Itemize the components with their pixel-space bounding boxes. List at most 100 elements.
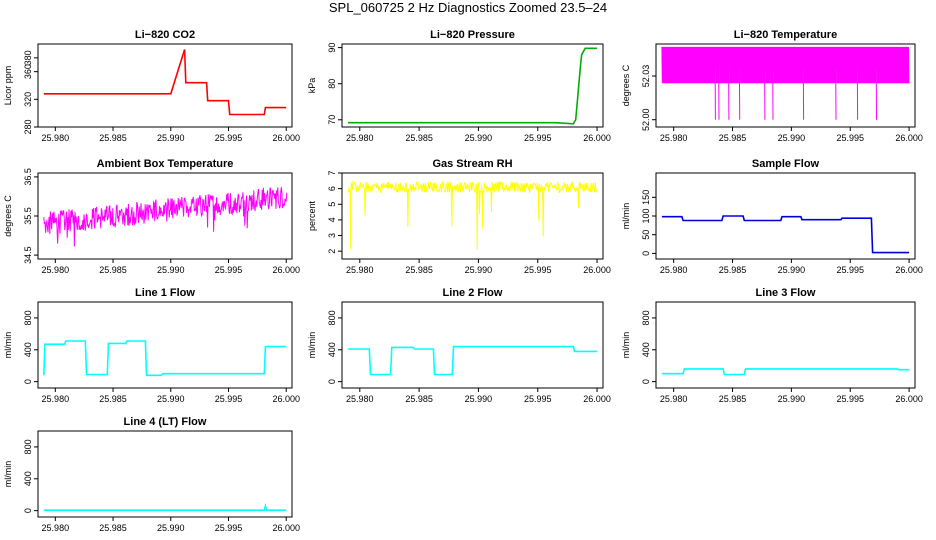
series-group [347,47,598,125]
x-tick-label: 25.980 [346,133,374,143]
x-tick-label: 25.990 [157,133,185,143]
x-tick-label: 26.000 [272,394,300,404]
x-tick-label: 25.980 [660,265,688,275]
plot-frame [341,301,604,389]
y-axis-label: ml/min [307,332,317,359]
plot-frame [341,43,604,128]
y-tick-label: 380 [23,50,33,65]
y-tick-label: 400 [327,342,337,357]
y-axis-label: ml/min [3,461,13,488]
series-line-ambient [43,187,288,247]
panel-title: Line 4 (LT) Flow [124,416,207,428]
x-tick-label: 26.000 [272,265,300,275]
series-line-temperature [661,46,910,120]
x-tick-label: 25.995 [215,133,243,143]
x-tick-label: 25.995 [524,133,552,143]
panel-title: Sample Flow [752,158,820,170]
x-tick-label: 25.995 [524,265,552,275]
x-tick-label: 25.980 [42,265,70,275]
x-tick-label: 26.000 [272,523,300,533]
x-tick-label: 25.985 [99,265,127,275]
y-tick-label: 52.03 [641,65,651,88]
y-tick-label: 0 [327,379,337,384]
x-tick-label: 25.985 [405,394,433,404]
x-tick-label: 25.985 [719,265,747,275]
x-tick-label: 25.980 [346,265,374,275]
y-tick-label: 35.5 [23,207,33,225]
x-tick-label: 26.000 [895,394,923,404]
panel-title: Line 3 Flow [756,287,816,299]
x-tick-label: 25.985 [405,265,433,275]
panel-title: Li−820 CO2 [135,29,195,41]
x-tick-label: 25.995 [215,265,243,275]
x-tick-label: 25.995 [836,394,864,404]
y-axis-label: kPa [307,78,317,94]
x-tick-label: 25.985 [719,394,747,404]
y-axis-label: degrees C [3,195,13,237]
x-tick-label: 25.980 [660,394,688,404]
series-line-line4 [43,502,287,511]
series-group [43,49,287,116]
x-tick-label: 25.990 [465,265,493,275]
x-tick-label: 25.990 [465,133,493,143]
x-tick-label: 25.980 [346,394,374,404]
y-tick-label: 0 [641,251,651,256]
y-tick-label: 3 [327,233,337,238]
y-axis-label: percent [307,200,317,231]
y-tick-label: 0 [23,379,33,384]
series-line-sample [661,215,910,254]
y-tick-label: 2 [327,249,337,254]
x-tick-label: 25.985 [719,133,747,143]
plot-frame [37,43,293,128]
x-tick-label: 25.985 [99,523,127,533]
x-tick-label: 25.995 [836,265,864,275]
x-tick-label: 25.995 [524,394,552,404]
series-group [347,180,598,250]
y-tick-label: 52.00 [641,108,651,131]
y-tick-label: 800 [641,310,651,325]
y-tick-label: 360 [23,64,33,79]
y-tick-label: 280 [23,119,33,134]
x-tick-label: 26.000 [272,133,300,143]
panel-title: Gas Stream RH [432,158,512,170]
panel-li-820-temperature: Li−820 Temperature 25.980 25.985 25.990 25.9… [621,29,923,143]
panel-title: Ambient Box Temperature [97,158,234,170]
series-line-line2 [347,345,598,376]
x-tick-label: 25.995 [215,523,243,533]
y-tick-label: 320 [23,92,33,107]
x-tick-label: 25.985 [405,133,433,143]
y-tick-label: 0 [641,379,651,384]
x-tick-label: 26.000 [895,133,923,143]
series-group [347,345,598,376]
series-line-co2 [43,49,287,116]
y-tick-label: 0 [23,508,33,513]
series-line-line3 [661,368,910,376]
y-tick-label: 400 [641,342,651,357]
plot-frame [37,172,293,260]
x-tick-label: 25.980 [42,394,70,404]
x-tick-label: 25.990 [157,394,185,404]
x-tick-label: 26.000 [583,394,611,404]
x-tick-label: 25.985 [99,133,127,143]
y-tick-label: 400 [23,471,33,486]
y-tick-label: 36.5 [23,168,33,186]
y-tick-label: 400 [23,342,33,357]
y-axis-label: degrees C [621,64,631,106]
series-group [661,46,910,120]
y-axis-label: ml/min [3,332,13,359]
series-group [43,502,287,511]
series-line-line1 [43,340,287,377]
panel-line-2-flow: Line 2 Flow 25.980 25.985 25.990 25.995 26.00… [307,287,611,404]
plot-frame [37,430,293,518]
panel-gas-stream-rh: Gas Stream RH 25.980 25.985 25.990 25.995 26.… [307,158,611,275]
y-tick-label: 800 [23,439,33,454]
x-tick-label: 26.000 [895,265,923,275]
plot-frame [655,43,916,128]
x-tick-label: 25.990 [778,394,806,404]
plot-frame [341,172,604,260]
plot-frame [655,301,916,389]
x-tick-label: 25.985 [99,394,127,404]
x-tick-label: 25.995 [836,133,864,143]
panel-title: Line 1 Flow [135,287,195,299]
